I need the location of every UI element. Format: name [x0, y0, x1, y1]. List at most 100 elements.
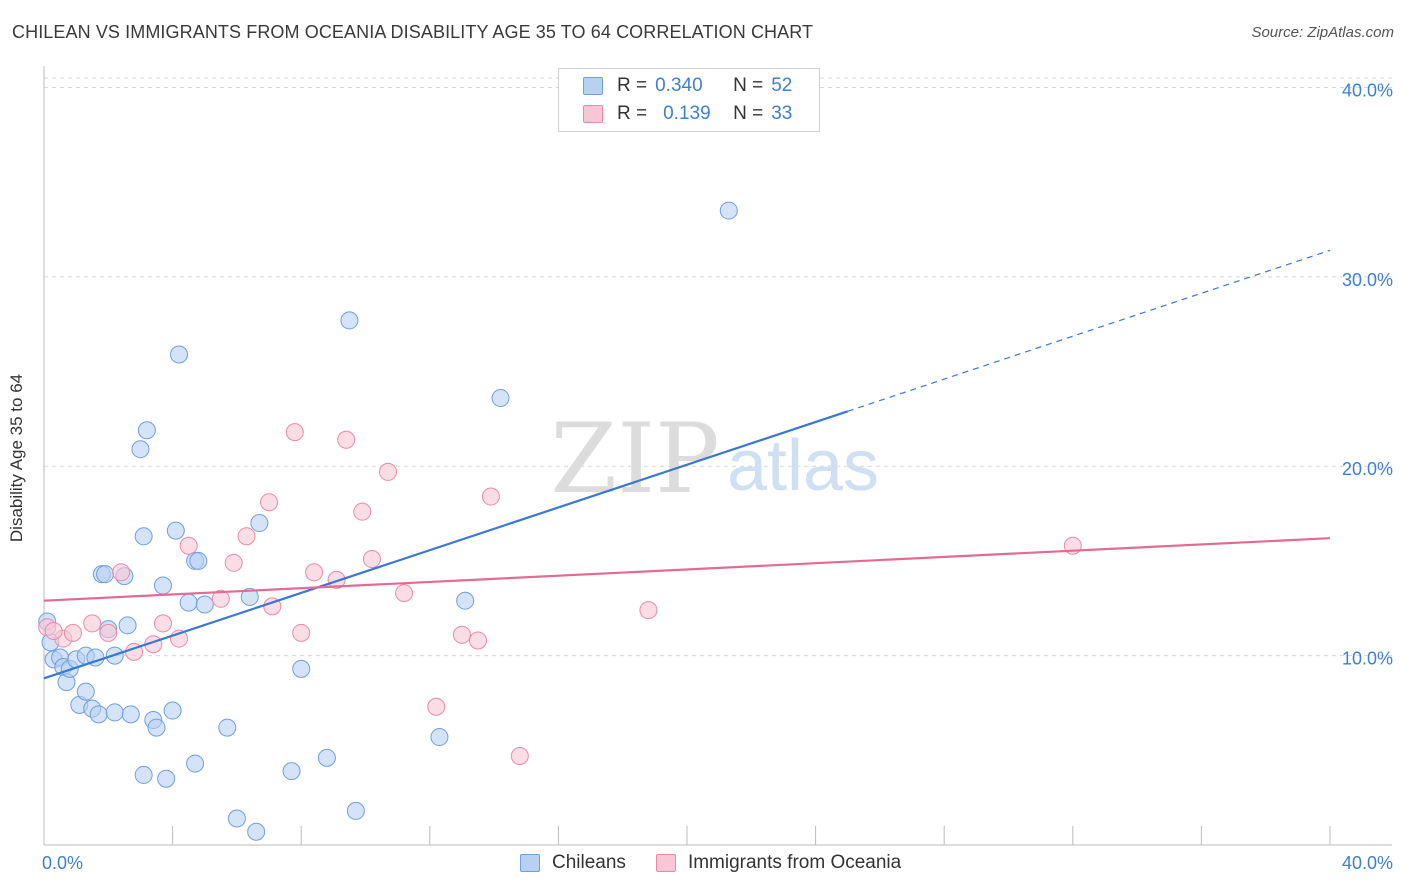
series-chileans [38, 201, 738, 841]
series-name-oceania: Immigrants from Oceania [687, 852, 902, 873]
y-tick-label: 20.0% [1342, 459, 1393, 479]
data-point [76, 682, 95, 701]
data-point [121, 705, 140, 724]
data-point [179, 536, 198, 555]
data-point [147, 718, 166, 737]
data-point [285, 423, 304, 442]
data-point [83, 614, 102, 633]
data-point [395, 584, 414, 603]
legend-r-value: 0.340 [655, 75, 703, 96]
data-point [131, 440, 150, 459]
data-point [719, 201, 738, 220]
data-point [63, 623, 82, 642]
data-point [118, 616, 137, 635]
watermark: ZIP atlas [550, 403, 879, 515]
legend-swatch-chileans [583, 77, 603, 95]
legend-row-oceania: R = 0.139 N = 33 [583, 101, 792, 127]
legend-r-label: R = [617, 75, 648, 96]
y-axis-label: Disability Age 35 to 64 [7, 373, 26, 543]
data-point [337, 430, 356, 449]
data-point [153, 576, 172, 595]
x-tick-label: 40.0% [1342, 853, 1393, 873]
trend-lines [43, 249, 1331, 680]
trend-line [43, 410, 849, 680]
x-tick-label: 0.0% [42, 853, 83, 873]
legend-n-label: N = [733, 103, 764, 124]
data-point [340, 311, 359, 330]
legend-n-value: 33 [771, 103, 793, 124]
trend-line-extension [847, 249, 1331, 412]
legend-swatch-oceania [583, 105, 603, 123]
data-point [134, 765, 153, 784]
tick-labels: 10.0% 20.0% 30.0% 40.0% 0.0% 40.0% [42, 80, 1393, 873]
data-point [250, 514, 269, 533]
data-point [379, 462, 398, 481]
legend-r-label: R = [617, 103, 648, 124]
y-tick-label: 30.0% [1342, 270, 1393, 290]
data-point [137, 421, 156, 440]
data-point [227, 809, 246, 828]
data-point [247, 822, 266, 841]
data-point [163, 701, 182, 720]
data-point [134, 527, 153, 546]
data-point [89, 705, 108, 724]
data-points [38, 201, 1082, 841]
legend-n-value: 52 [771, 75, 793, 96]
legend-r-value: 0.139 [663, 103, 711, 124]
data-point [639, 601, 658, 620]
data-point [260, 493, 279, 512]
data-point [195, 595, 214, 614]
data-point [237, 527, 256, 546]
data-point [456, 591, 475, 610]
data-point [105, 703, 124, 722]
series-legend-chileans[interactable]: Chileans [520, 852, 626, 874]
data-point [292, 623, 311, 642]
y-tick-label: 40.0% [1342, 80, 1393, 100]
series-swatch-oceania [655, 854, 676, 872]
data-point [186, 754, 205, 773]
data-point [218, 718, 237, 737]
data-point [224, 553, 243, 572]
data-point [166, 521, 185, 540]
series-legend: Chileans Immigrants from Oceania [520, 852, 931, 874]
axes [43, 66, 1392, 846]
data-point [362, 550, 381, 569]
y-tick-label: 10.0% [1342, 649, 1393, 669]
data-point [353, 502, 372, 521]
legend-n-label: N = [733, 75, 764, 96]
data-point [282, 762, 301, 781]
data-point [491, 389, 510, 408]
correlation-legend: R = 0.340 N = 52 R = 0.139 N = 33 [558, 68, 820, 132]
source-credit: Source: ZipAtlas.com [1251, 24, 1394, 41]
data-point [427, 697, 446, 716]
data-point [305, 563, 324, 582]
data-point [430, 728, 449, 747]
data-point [211, 589, 230, 608]
series-name-chileans: Chileans [552, 852, 626, 873]
data-point [112, 563, 131, 582]
data-point [469, 631, 488, 650]
data-point [481, 487, 500, 506]
data-point [292, 659, 311, 678]
data-point [189, 551, 208, 570]
data-point [240, 587, 259, 606]
data-point [157, 769, 176, 788]
series-legend-oceania[interactable]: Immigrants from Oceania [655, 852, 902, 874]
trend-line [43, 537, 1331, 602]
watermark-zip: ZIP [550, 403, 719, 515]
data-point [327, 570, 346, 589]
data-point [346, 801, 365, 820]
data-point [179, 593, 198, 612]
data-point [99, 623, 118, 642]
series-oceania [38, 423, 1082, 765]
series-swatch-chileans [520, 854, 540, 872]
chart-title: CHILEAN VS IMMIGRANTS FROM OCEANIA DISAB… [12, 22, 814, 42]
data-point [510, 746, 529, 765]
data-point [96, 565, 115, 584]
data-point [317, 748, 336, 767]
watermark-atlas: atlas [727, 426, 879, 506]
data-point [44, 621, 63, 640]
data-point [452, 625, 471, 644]
data-point [153, 614, 172, 633]
